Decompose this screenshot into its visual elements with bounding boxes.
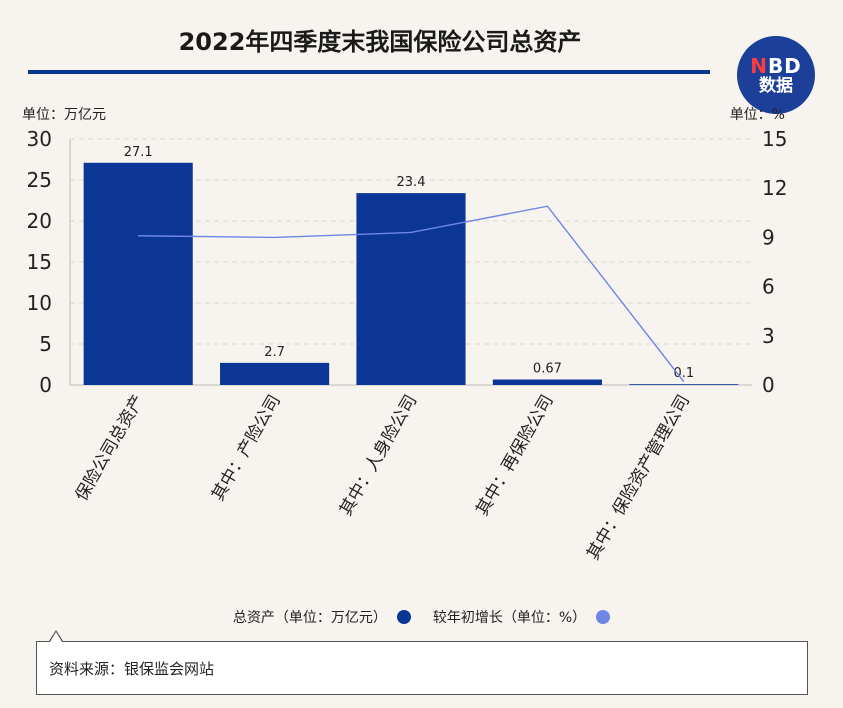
category-label: 其中：产险公司 bbox=[208, 392, 285, 505]
right-axis-tick-label: 3 bbox=[762, 324, 775, 348]
bar bbox=[356, 193, 466, 385]
bar bbox=[492, 379, 602, 385]
category-label: 其中：再保险公司 bbox=[472, 392, 557, 520]
bar bbox=[83, 162, 193, 385]
bar-value-label: 2.7 bbox=[264, 345, 285, 360]
bar-value-label: 0.1 bbox=[673, 366, 694, 381]
legend-label-growth: 较年初增长（单位：%） bbox=[432, 610, 587, 626]
left-axis-tick-label: 20 bbox=[27, 209, 52, 233]
legend-item-assets[interactable]: 总资产（单位：万亿元） bbox=[233, 607, 411, 627]
legend: 总资产（单位：万亿元） 较年初增长（单位：%） bbox=[0, 607, 843, 627]
category-label: 保险公司总资产 bbox=[72, 392, 149, 505]
bar bbox=[629, 384, 739, 385]
left-axis-tick-label: 10 bbox=[27, 291, 52, 315]
bar-value-label: 27.1 bbox=[124, 145, 153, 160]
right-axis-tick-label: 0 bbox=[762, 373, 775, 397]
legend-marker-assets bbox=[396, 610, 411, 624]
bar-value-label: 0.67 bbox=[533, 362, 562, 377]
left-axis-tick-label: 0 bbox=[39, 373, 52, 397]
bar-line-chart: 0 5 10 15 20 25 30 0 3 6 9 12 15 27.1 2.7 23.4 0.67 0.1 保险… bbox=[27, 127, 788, 564]
category-label: 其中：人身险公司 bbox=[336, 392, 421, 520]
legend-item-growth[interactable]: 较年初增长（单位：%） bbox=[432, 607, 611, 627]
right-axis-tick-label: 9 bbox=[762, 225, 775, 249]
nbd-logo: NBD 数据 bbox=[737, 36, 815, 114]
legend-marker-growth bbox=[596, 610, 611, 624]
title-underline bbox=[28, 70, 710, 74]
category-label: 其中：保险资产管理公司 bbox=[583, 392, 694, 564]
left-axis-unit: 单位：万亿元 bbox=[22, 107, 106, 123]
source-note: 资料来源：银保监会网站 bbox=[36, 641, 808, 695]
right-axis-tick-label: 6 bbox=[762, 275, 775, 299]
left-axis-tick-label: 5 bbox=[39, 332, 52, 356]
chart-title: 2022年四季度末我国保险公司总资产 bbox=[178, 28, 582, 56]
logo-n: N bbox=[750, 53, 768, 78]
right-axis-unit: 单位：% bbox=[729, 107, 785, 123]
legend-label-assets: 总资产（单位：万亿元） bbox=[232, 610, 387, 626]
logo-bd: BD bbox=[767, 53, 802, 78]
bar-value-label: 23.4 bbox=[397, 175, 426, 190]
left-axis-tick-label: 25 bbox=[27, 168, 52, 192]
right-axis-tick-label: 15 bbox=[762, 127, 787, 151]
bar bbox=[220, 362, 330, 385]
left-axis-tick-label: 30 bbox=[27, 127, 52, 151]
left-axis-tick-label: 15 bbox=[27, 250, 52, 274]
logo-data: 数据 bbox=[759, 75, 793, 96]
source-box-notch-fill bbox=[50, 632, 62, 642]
right-axis-tick-label: 12 bbox=[762, 176, 787, 200]
